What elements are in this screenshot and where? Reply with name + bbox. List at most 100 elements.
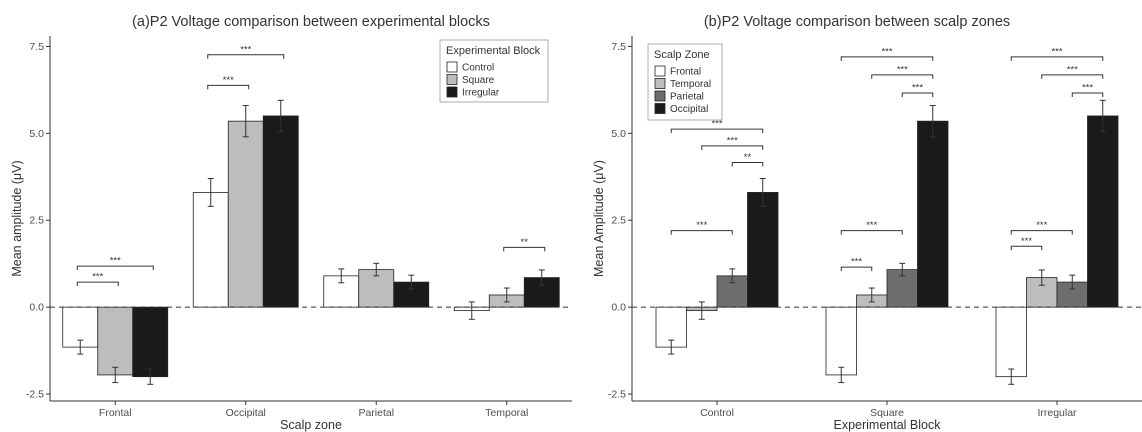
significance-bracket: *** (1010, 46, 1104, 61)
significance-label: *** (881, 46, 892, 57)
significance-bracket-line (1010, 56, 1104, 61)
significance-bracket: *** (76, 272, 119, 287)
significance-bracket-line (670, 128, 764, 134)
legend-label: Control (462, 63, 494, 74)
significance-bracket: *** (207, 75, 250, 90)
bar (262, 115, 299, 308)
significance-bracket-line (1010, 245, 1043, 251)
legend-swatch (654, 78, 666, 89)
legend-swatch (654, 103, 666, 114)
significance-label: *** (110, 256, 121, 267)
chart-panel-a: (a)P2 Voltage comparison between experim… (10, 14, 572, 432)
significance-bracket-line (871, 74, 934, 79)
significance-bracket: *** (901, 83, 934, 98)
significance-bracket-line (901, 92, 934, 98)
significance-label: *** (897, 64, 908, 75)
significance-bracket-line (503, 246, 546, 252)
legend-swatch (654, 90, 666, 102)
significance-bracket: *** (76, 256, 154, 271)
bar (192, 192, 229, 308)
significance-bracket-line (840, 230, 903, 235)
legend-label: Frontal (670, 67, 701, 78)
legend-title: Scalp Zone (654, 49, 710, 61)
error-bar (1038, 269, 1045, 286)
error-bar (868, 287, 875, 303)
significance-label: *** (912, 83, 923, 94)
significance-bracket-line (670, 230, 733, 235)
bar (1087, 115, 1119, 308)
x-tick-label: Parietal (358, 407, 394, 419)
significance-bracket: *** (670, 220, 733, 235)
significance-bracket: *** (1041, 64, 1104, 79)
y-tick-label: 7.5 (611, 41, 626, 53)
y-tick-label: -2.5 (26, 389, 44, 401)
error-bar (899, 262, 906, 277)
significance-label: *** (851, 257, 862, 268)
y-tick-label: -2.5 (608, 389, 626, 401)
significance-bracket-line (207, 84, 250, 90)
significance-label: *** (1082, 83, 1093, 94)
y-axis-title: Mean amplitude (μV) (10, 160, 24, 276)
significance-bracket: *** (840, 46, 934, 61)
bar (917, 120, 949, 308)
significance-label: *** (1036, 220, 1047, 231)
significance-bracket-line (731, 162, 764, 167)
significance-bracket: ** (503, 237, 546, 252)
significance-bracket: *** (670, 119, 764, 134)
significance-bracket-line (701, 145, 764, 150)
error-bar (838, 366, 845, 384)
error-bar (373, 262, 380, 277)
significance-bracket: *** (840, 220, 903, 235)
significance-label: *** (1021, 236, 1032, 247)
y-tick-label: 0.0 (29, 302, 44, 314)
significance-label: ** (744, 152, 752, 163)
error-bar (207, 178, 214, 207)
significance-bracket-line (840, 266, 873, 272)
legend-box (439, 39, 549, 103)
legend-label: Square (462, 75, 495, 86)
significance-bracket: *** (1010, 220, 1073, 235)
y-tick-label: 5.0 (611, 128, 626, 140)
significance-label: *** (240, 44, 251, 55)
legend-title: Experimental Block (446, 45, 541, 57)
y-axis-title: Mean Amplitude (μV) (592, 160, 606, 277)
significance-bracket-line (1010, 230, 1073, 235)
significance-bracket: *** (701, 135, 764, 150)
legend-label: Irregular (462, 88, 500, 99)
significance-label: *** (727, 135, 738, 146)
significance-bracket: *** (1071, 83, 1104, 98)
error-bar (147, 368, 154, 385)
error-bar (1008, 368, 1015, 385)
error-bar (729, 268, 736, 284)
legend-label: Temporal (670, 79, 711, 90)
error-bar (277, 99, 284, 133)
x-axis-title: Scalp zone (280, 418, 342, 432)
bar (747, 192, 779, 308)
legend-swatch (654, 65, 666, 77)
significance-label: ** (521, 237, 529, 248)
bar (97, 306, 134, 376)
significance-bracket-line (76, 265, 154, 271)
significance-bracket-line (76, 281, 119, 287)
error-bar (1099, 99, 1106, 133)
significance-bracket: *** (840, 257, 873, 272)
error-bar (112, 366, 119, 384)
significance-label: *** (711, 119, 722, 130)
significance-label: *** (866, 220, 877, 231)
error-bar (538, 269, 545, 286)
bar (995, 306, 1027, 378)
error-bar (668, 339, 675, 355)
significance-bracket: *** (1010, 236, 1043, 251)
x-tick-label: Frontal (99, 407, 132, 419)
significance-bracket-line (1041, 74, 1104, 79)
legend-swatch (446, 74, 458, 85)
significance-label: *** (1067, 64, 1078, 75)
chart-panel-b: (b)P2 Voltage comparison between scalp z… (592, 14, 1142, 432)
y-tick-label: 5.0 (29, 128, 44, 140)
error-bar (698, 301, 705, 320)
legend-swatch (446, 86, 458, 98)
chart-title: (a)P2 Voltage comparison between experim… (132, 14, 490, 30)
significance-label: *** (696, 220, 707, 231)
